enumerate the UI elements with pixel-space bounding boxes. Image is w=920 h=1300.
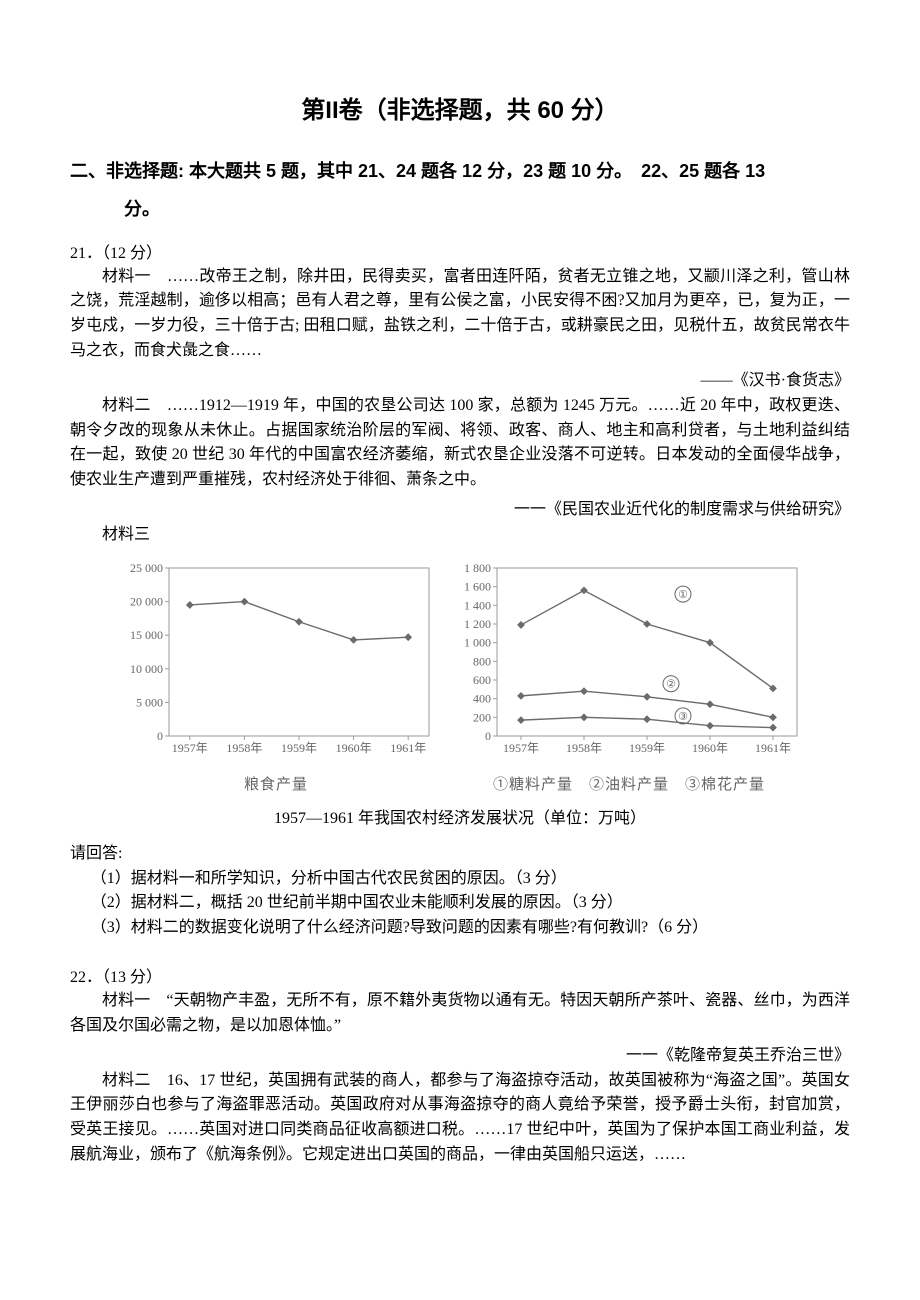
svg-text:1 000: 1 000: [464, 635, 491, 649]
svg-text:③: ③: [678, 711, 688, 723]
svg-text:①: ①: [678, 589, 688, 601]
q22-m2: 材料二 16、17 世纪，英国拥有武装的商人，都参与了海盗掠夺活动，故英国被称为…: [70, 1069, 850, 1168]
svg-text:1958年: 1958年: [226, 741, 262, 755]
q22-m1-text: “天朝物产丰盈，无所不有，原不籍外夷货物以通有无。特因天朝所产茶叶、瓷器、丝巾，…: [70, 992, 850, 1034]
chart-left-caption: 粮食产量: [111, 773, 441, 794]
chart-right-box: 0 200 400 600 800 1 000 1 200 1 400 1 600 1 800 19…: [449, 556, 809, 794]
chart-left-box: 0 5 000 10 000 15 000 20 000 25 000 1957年 1958年…: [111, 556, 441, 794]
svg-text:800: 800: [473, 654, 491, 668]
q21-sq1: （1）据材料一和所学知识，分析中国古代农民贫困的原因。（3 分）: [70, 867, 850, 892]
q21-m1: 材料一 ……改帝王之制，除井田，民得卖买，富者田连阡陌，贫者无立锥之地，又颛川泽…: [70, 265, 850, 364]
svg-text:1 200: 1 200: [464, 617, 491, 631]
svg-text:1961年: 1961年: [755, 741, 791, 755]
q22-m2-text: 16、17 世纪，英国拥有武装的商人，都参与了海盗掠夺活动，故英国被称为“海盗之…: [70, 1072, 850, 1163]
svg-text:1960年: 1960年: [692, 741, 728, 755]
q22-m1: 材料一 “天朝物产丰盈，无所不有，原不籍外夷货物以通有无。特因天朝所产茶叶、瓷器…: [70, 989, 850, 1039]
svg-text:10 000: 10 000: [130, 662, 163, 676]
svg-text:1960年: 1960年: [336, 741, 372, 755]
chart-left: 0 5 000 10 000 15 000 20 000 25 000 1957年 1958年…: [111, 556, 441, 766]
svg-text:15 000: 15 000: [130, 628, 163, 642]
svg-text:25 000: 25 000: [130, 561, 163, 575]
q21-m3-label: 材料三: [70, 523, 850, 548]
q22-m1-label: 材料一: [102, 992, 150, 1009]
svg-text:1957年: 1957年: [503, 741, 539, 755]
spacer: [70, 941, 850, 959]
svg-text:0: 0: [485, 729, 491, 743]
q21-m1-label: 材料一: [102, 268, 151, 285]
q22-m2-label: 材料二: [102, 1072, 151, 1089]
svg-text:20 000: 20 000: [130, 594, 163, 608]
subsection-title: 二、非选择题: 本大题共 5 题，其中 21、24 题各 12 分，23 题 1…: [70, 153, 850, 229]
svg-text:1 800: 1 800: [464, 561, 491, 575]
subsection-line2: 分。: [70, 191, 850, 229]
section-title: 第II卷（非选择题，共 60 分）: [70, 90, 850, 125]
chart-right: 0 200 400 600 800 1 000 1 200 1 400 1 600 1 800 19…: [449, 556, 809, 766]
svg-text:1959年: 1959年: [281, 741, 317, 755]
q21-head: 21．（12 分）: [70, 239, 850, 263]
charts-caption-center: 1957—1961 年我国农村经济发展状况（单位：万吨）: [70, 804, 850, 828]
svg-text:1 600: 1 600: [464, 579, 491, 593]
q21-sq2: （2）据材料二，概括 20 世纪前半期中国农业未能顺利发展的原因。（3 分）: [70, 891, 850, 916]
q21-m2-label: 材料二: [102, 397, 151, 414]
q21-prompt: 请回答:: [70, 842, 850, 867]
q21-m2-text: ……1912—1919 年，中国的农垦公司达 100 家，总额为 1245 万元…: [70, 397, 850, 488]
q21-m2: 材料二 ……1912—1919 年，中国的农垦公司达 100 家，总额为 124…: [70, 394, 850, 493]
q21-m1-text: ……改帝王之制，除井田，民得卖买，富者田连阡陌，贫者无立锥之地，又颛川泽之利，管…: [70, 268, 850, 359]
svg-text:600: 600: [473, 673, 491, 687]
svg-text:②: ②: [666, 678, 676, 690]
q21-sq3: （3）材料二的数据变化说明了什么经济问题?导致问题的因素有哪些?有何教训?（6 …: [70, 916, 850, 941]
charts-row: 0 5 000 10 000 15 000 20 000 25 000 1957年 1958年…: [70, 556, 850, 794]
svg-text:0: 0: [157, 729, 163, 743]
q22-m1-cite: 一一《乾隆帝复英王乔治三世》: [70, 1041, 850, 1065]
svg-text:1 400: 1 400: [464, 598, 491, 612]
svg-text:5 000: 5 000: [136, 695, 163, 709]
q21-m1-cite: ——《汉书·食货志》: [70, 366, 850, 390]
subsection-line1: 二、非选择题: 本大题共 5 题，其中 21、24 题各 12 分，23 题 1…: [70, 153, 850, 191]
svg-text:400: 400: [473, 691, 491, 705]
svg-text:1958年: 1958年: [566, 741, 602, 755]
page: 第II卷（非选择题，共 60 分） 二、非选择题: 本大题共 5 题，其中 21…: [0, 0, 920, 1208]
svg-text:200: 200: [473, 710, 491, 724]
q21-m2-cite: 一一《民国农业近代化的制度需求与供给研究》: [70, 495, 850, 519]
svg-text:1957年: 1957年: [172, 741, 208, 755]
svg-text:1961年: 1961年: [390, 741, 426, 755]
q22-head: 22．（13 分）: [70, 963, 850, 987]
svg-text:1959年: 1959年: [629, 741, 665, 755]
chart-right-caption: ①糖料产量 ②油料产量 ③棉花产量: [449, 773, 809, 794]
